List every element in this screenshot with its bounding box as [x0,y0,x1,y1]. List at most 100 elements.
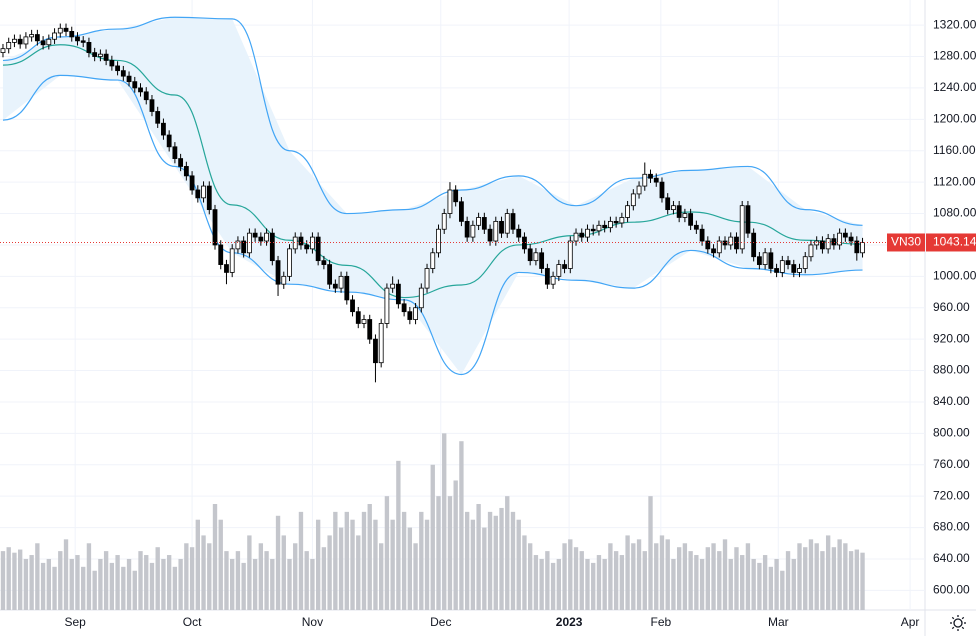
candle-body [705,240,711,250]
candle-body [321,260,327,265]
volume-bar [98,558,103,610]
candle-body [109,60,115,67]
volume-bar [459,441,464,610]
candle-body [161,122,166,136]
volume-bar [23,558,29,610]
volume-bar [843,543,848,610]
candle-body [120,70,126,77]
candle-body [802,256,808,269]
candle-body [367,319,373,340]
volume-bar [510,511,516,610]
volume-bar [184,543,189,610]
volume-bar [390,519,395,610]
volume-bar [0,551,6,610]
y-tick-label: 1320.00 [933,17,976,31]
volume-bar [270,558,275,610]
candle-body [648,173,653,179]
volume-bar [499,507,504,610]
band-upper [2,16,863,226]
candle-body [241,240,247,254]
y-tick-label: 960.00 [933,300,970,314]
candle-body [441,213,447,230]
volume-bar [608,543,613,610]
settings-icon[interactable] [950,615,966,631]
volume-bar [367,504,372,610]
volume-bar [58,551,63,610]
volume-bar [493,515,498,610]
volume-bar [63,539,69,610]
volume-bar [562,543,567,610]
candle-body [676,205,682,218]
candle-body [103,53,109,61]
candle-body [178,158,184,167]
volume-bar [35,543,40,610]
volume-bar [602,558,607,610]
volume-bar [740,555,745,610]
volume-bar [230,558,235,610]
y-tick-label: 880.00 [933,363,970,377]
candle-body [46,38,52,46]
candle-body [69,31,75,38]
candle-body [373,338,378,364]
volume-bar [522,535,527,610]
volume-bar [264,551,269,610]
candle-body [636,185,642,195]
candle-body [820,240,825,250]
candle-body [332,283,338,289]
volume-bar [218,519,223,610]
volume-bar [642,551,647,610]
candle-body [642,173,648,187]
candle-body [533,252,539,262]
candle-body [751,232,757,258]
candle-body [17,38,23,45]
volume-bar [447,496,453,610]
candle-body [281,275,287,285]
volume-bar [854,549,859,610]
volume-bar [356,535,361,610]
volume-bar [430,464,435,610]
x-tick-label: Mar [768,615,789,629]
volume-bar [75,555,80,610]
x-tick-label: Dec [430,615,451,629]
candle-body [195,189,201,199]
volume-bar [321,547,327,610]
volume-bar [837,539,842,610]
volume-bar [293,543,298,610]
candle-body [172,146,178,159]
candle-body [688,213,694,226]
y-tick-label: 640.00 [933,551,970,565]
volume-bar [155,547,160,610]
candle-body [739,205,745,250]
candle-body [413,307,418,320]
candle-body [310,236,315,250]
candle-body [774,268,779,273]
volume-bar [109,562,115,610]
candle-body [275,260,281,285]
volume-bar [774,558,779,610]
volume-bar [310,558,315,610]
candle-body [212,209,218,246]
y-tick-label: 680.00 [933,520,970,534]
candle-body [224,264,229,273]
volume-bar [780,570,785,610]
volume-bar [6,547,11,610]
volume-bar [464,511,470,610]
candle-body [390,283,396,289]
candle-body [607,220,613,229]
volume-bar [768,566,774,610]
candle-body [80,40,86,43]
candle-body [304,244,310,250]
candle-body [138,87,143,93]
x-tick-label: Feb [650,615,671,629]
volume-bar [682,543,688,610]
last-price-label: 1043.14 [933,235,976,249]
candle-body [201,185,206,199]
candle-body [52,32,57,40]
candle-body [527,248,533,262]
volume-bar [831,547,837,610]
candle-body [92,52,98,57]
volume-bar [825,535,831,610]
candle-body [734,236,739,250]
volume-bar [413,543,418,610]
